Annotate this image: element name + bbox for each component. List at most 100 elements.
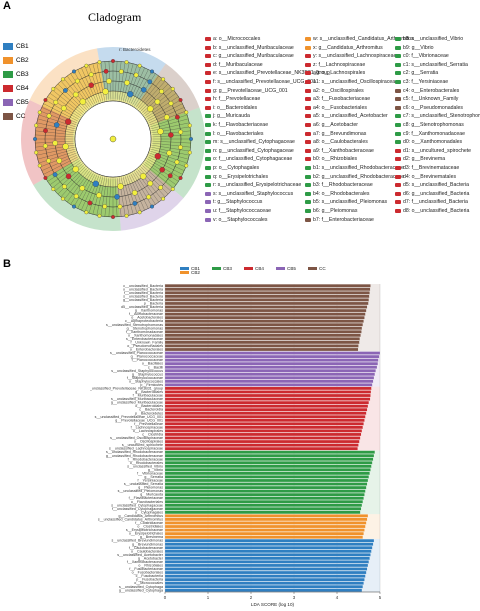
clado-branch: [35, 126, 76, 134]
clado-node: [56, 157, 62, 164]
lda-bar: [164, 397, 371, 401]
lda-bar-label: s__unclassified_Serratia: [124, 482, 163, 486]
key-label: b5: s__unclassified_Pleiomonas: [313, 199, 388, 206]
key-label: c0: f__Vibrionaceae: [403, 53, 449, 60]
clado-node: [178, 176, 183, 180]
key-swatch: [205, 131, 211, 136]
clado-branch: [149, 150, 188, 164]
lda-bar: [164, 517, 368, 521]
clado-branch: [118, 61, 126, 102]
key-label: n: g__unclassified_Cytophagaceae: [213, 147, 294, 154]
lda-bar-label: g__Muricauda: [140, 493, 163, 497]
key-label: u: f__Staphylococcaceae: [213, 208, 271, 214]
clado-node: [114, 194, 120, 200]
panel-a-letter: A: [3, 0, 11, 12]
key-swatch: [395, 114, 401, 119]
lda-bar-label: f__Vibrionaceae: [137, 471, 163, 475]
lda-bar-label: s__unclassified_Brevundimonas: [111, 539, 163, 543]
lda-bar: [164, 432, 362, 437]
key-swatch: [395, 54, 401, 59]
clado-branch: [47, 159, 82, 182]
clado-node: [150, 204, 154, 209]
key-swatch: [395, 88, 401, 93]
lda-bar: [164, 301, 369, 306]
clado-branch: [150, 142, 191, 148]
clado-node: [140, 87, 147, 93]
panel-b-letter: B: [3, 258, 11, 270]
key-label: s: s__unclassified_Staphylococcus: [213, 190, 294, 197]
lda-bar: [164, 358, 379, 362]
cladogram-key-list: a: o__Micrococcales b: s__unclassified_Mu…: [205, 34, 480, 244]
lda-bar-label: s__unclassified_Cytophaga: [119, 585, 163, 589]
lda-bar: [164, 475, 369, 479]
key-label: a: o__Micrococcales: [213, 36, 261, 42]
key-label: d7: f__unclassified_Bacteria: [403, 199, 468, 206]
lda-bar: [164, 383, 373, 387]
key-swatch: [305, 88, 311, 93]
lda-bar-label: o__Bacillales: [142, 362, 163, 366]
lda-bar: [164, 422, 364, 426]
lda-bar-label: o__Fusobacteriales: [132, 571, 164, 575]
key-label: d0: o__Xanthomonadales: [403, 139, 463, 146]
key-label: c1: s__unclassified_Serratia: [403, 61, 468, 68]
clado-branch: [124, 175, 138, 214]
lda-legend-label: CB3: [223, 266, 232, 271]
lda-bar: [164, 439, 360, 444]
lda-bar-label: g__unclassified_Rhodobacteraceae: [106, 454, 163, 458]
clado-node: [147, 79, 153, 85]
clado-branch: [150, 144, 191, 152]
clado-branch: [100, 176, 108, 217]
key-label: c5: f__Unknown_Family: [403, 96, 459, 103]
lda-bar: [164, 404, 369, 408]
key-swatch: [305, 183, 311, 188]
key-swatch: [395, 209, 401, 213]
key-label: x: g__Candidatus_Arthromitus: [313, 44, 383, 51]
clado-node: [111, 215, 115, 219]
clado-branch: [37, 148, 77, 160]
clado-node: [170, 86, 175, 91]
clado-branch: [73, 71, 95, 107]
lda-bar-label: o__Rhodobacterales: [130, 461, 163, 465]
clado-node: [92, 180, 99, 187]
lda-bar-label: o__Micrococcales: [134, 581, 163, 585]
key-swatch: [205, 105, 211, 110]
lda-bar-label: f__unclassified_Bacteria: [124, 291, 163, 295]
lda-bar: [164, 372, 375, 376]
lda-bar-label: s__unclassified_Lachnospiraceae: [109, 447, 163, 451]
key-swatch: [205, 217, 211, 222]
lda-bar-label: g__Staphylococcus: [132, 372, 163, 376]
lda-bar: [164, 284, 371, 288]
clado-node: [62, 143, 69, 150]
lda-bar: [164, 291, 370, 295]
clado-node: [61, 105, 67, 112]
lda-bar: [164, 461, 373, 465]
lda-bar-label: o__Caulobacterales: [131, 549, 163, 553]
clado-node: [137, 210, 142, 215]
lda-bar-label: s__unclassified_Bacteria: [123, 294, 163, 298]
key-label: p: o__Cytophagales: [213, 165, 260, 171]
lda-bar: [164, 308, 367, 313]
clado-branch: [142, 162, 174, 189]
lda-bar-label: s__unclassified_Prevotellaceae_UCG_001: [95, 415, 163, 419]
clado-node: [34, 123, 39, 128]
key-label: o: f__unclassified_Cytophagaceae: [213, 156, 293, 163]
lda-bar-label: c__unclassified_Bacteria: [123, 284, 163, 288]
lda-bar: [164, 503, 363, 507]
key-swatch: [205, 123, 211, 127]
clado-branch: [43, 103, 80, 122]
key-swatch: [205, 71, 211, 76]
lda-bar: [164, 379, 374, 383]
clado-node: [140, 173, 147, 180]
clado-branch: [143, 161, 177, 185]
clado-branch: [35, 130, 76, 136]
key-swatch: [305, 217, 311, 222]
clado-branch: [49, 93, 83, 117]
lda-bar: [164, 570, 367, 575]
clado-branch: [120, 176, 130, 216]
clado-node: [84, 63, 89, 68]
clado-node: [168, 101, 174, 106]
lda-bar-label: s__Enterobacteriaceae: [126, 337, 163, 341]
clado-node: [60, 77, 65, 82]
lda-bar-label: o__Rhizobiales: [138, 564, 163, 568]
clado-branch: [104, 176, 110, 217]
